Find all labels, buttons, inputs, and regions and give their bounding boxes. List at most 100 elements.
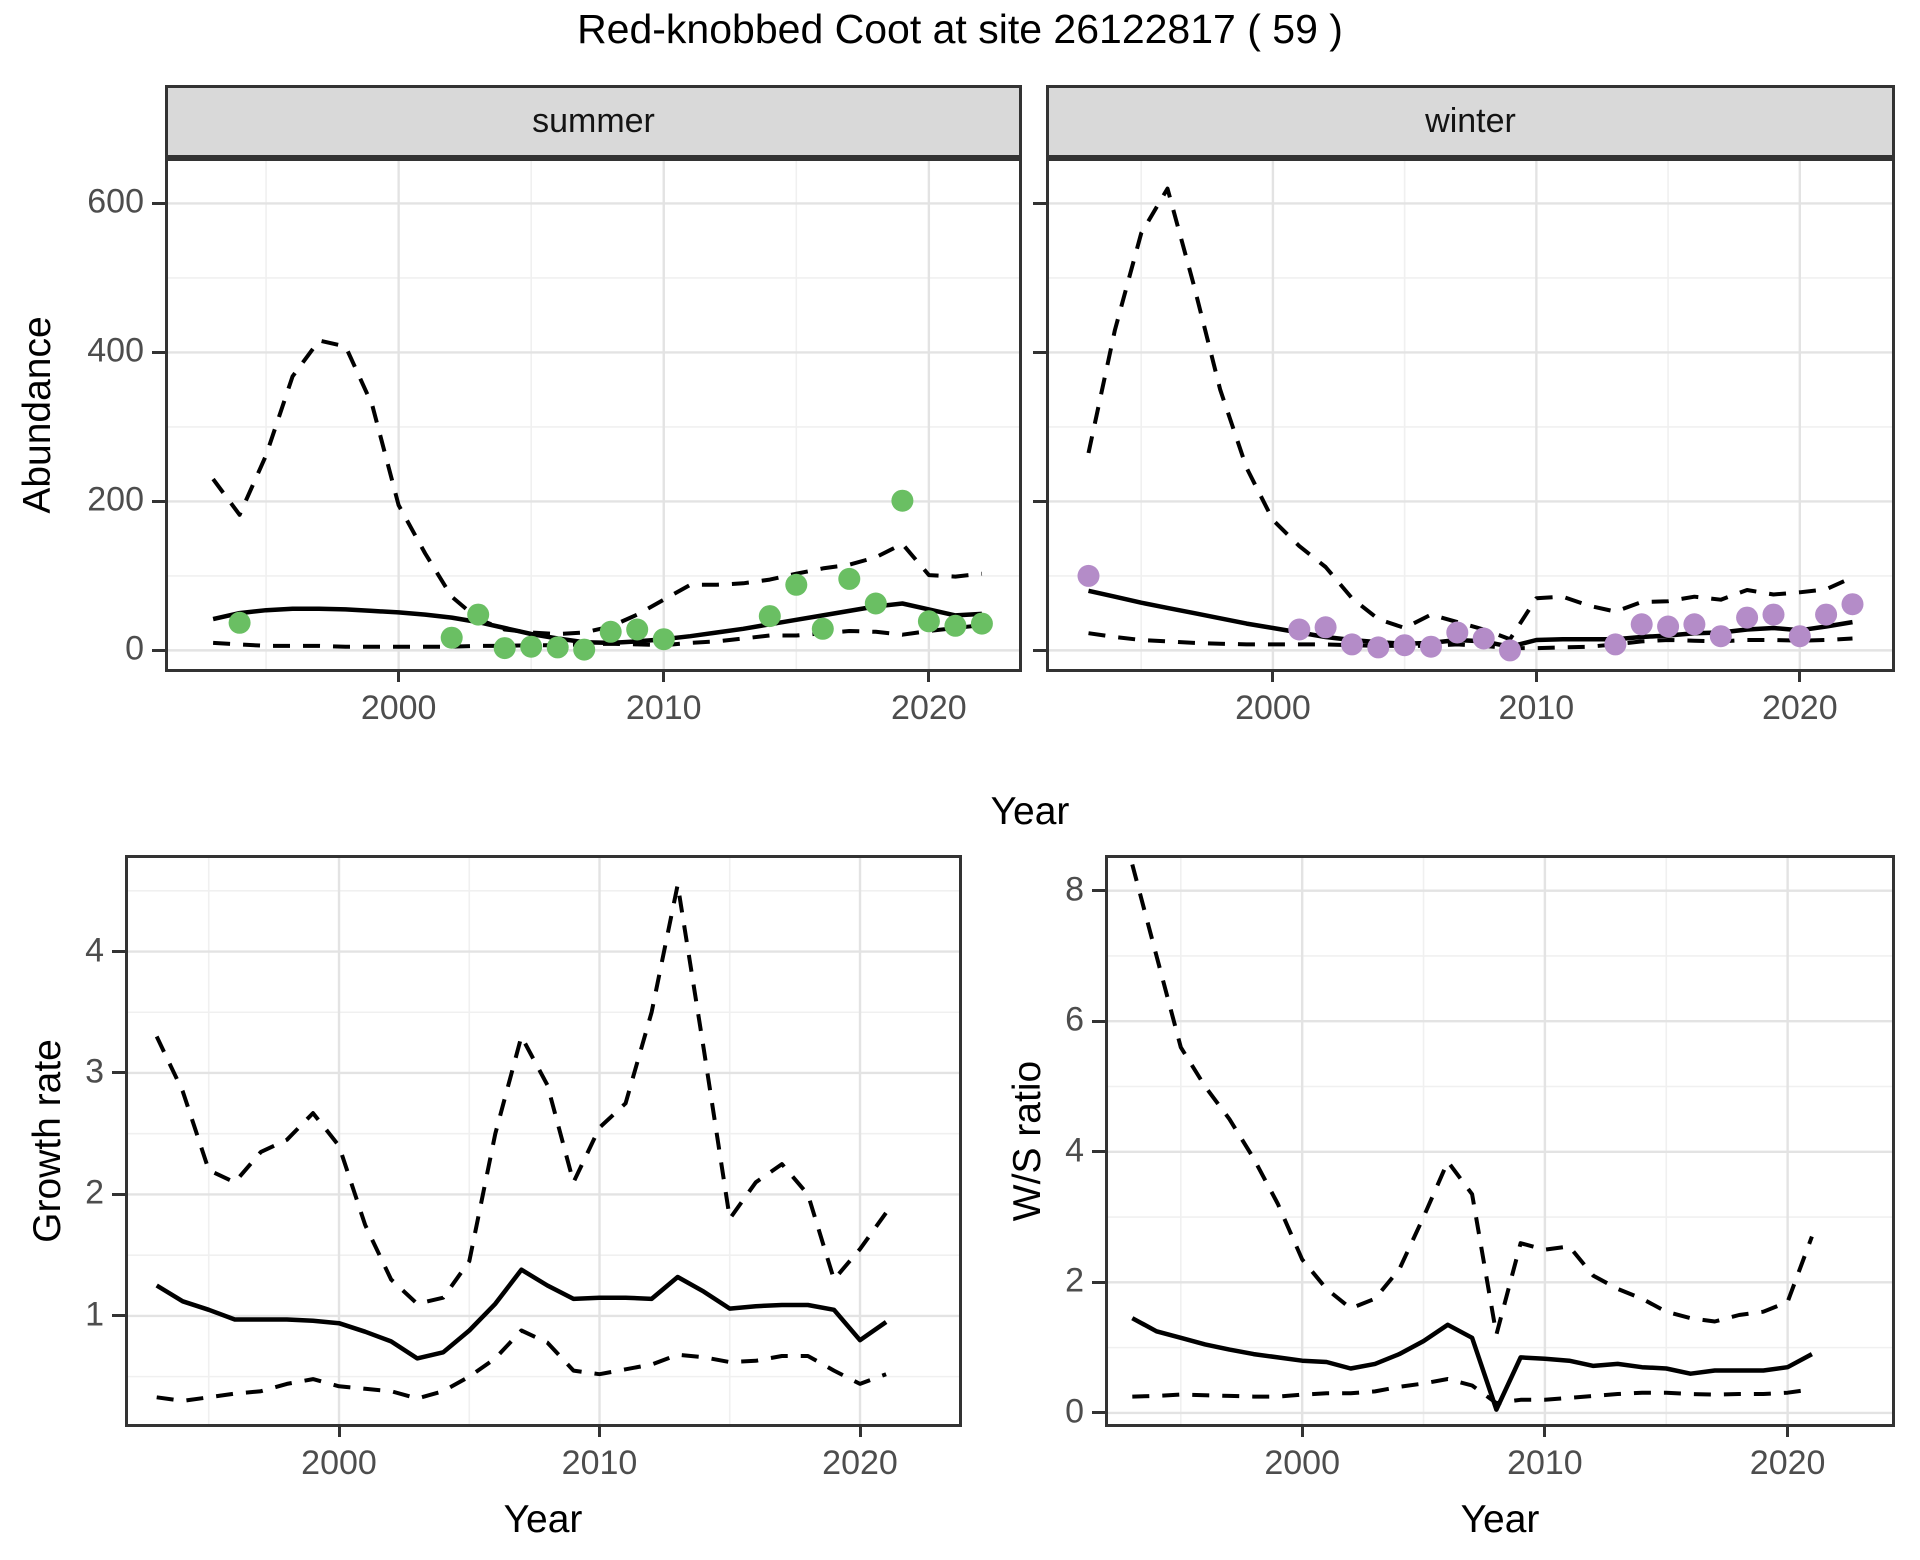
x-tick-mark xyxy=(858,1424,862,1437)
x-tick-label: 2020 xyxy=(1761,689,1838,727)
x-tick-label: 2020 xyxy=(891,689,967,727)
chart-growth-rate xyxy=(128,858,959,1424)
ws-ratio-upper95-line xyxy=(1130,863,1814,1337)
growth-rate-lower95-line xyxy=(156,1328,887,1403)
facet-strip-winter-label: winter xyxy=(1425,102,1516,140)
abundance-summer-point xyxy=(440,626,463,649)
plot-title: Red-knobbed Coot at site 26122817 ( 59 ) xyxy=(577,6,1343,52)
x-tick-label: 2010 xyxy=(1498,689,1575,727)
y-tick-label: 600 xyxy=(87,183,144,222)
abundance-summer-point xyxy=(228,611,251,634)
y-tick-mark xyxy=(1033,350,1046,354)
abundance-summer-point xyxy=(838,567,861,590)
x-tick-mark xyxy=(397,669,401,682)
abundance-summer-point xyxy=(467,603,490,626)
abundance-summer-point xyxy=(652,628,675,651)
y-tick-label: 2 xyxy=(1065,1262,1084,1301)
abundance-winter-point xyxy=(1604,633,1627,656)
abundance-winter-point xyxy=(1288,618,1311,641)
y-tick-label: 0 xyxy=(1065,1392,1084,1431)
x-tick-mark xyxy=(1534,669,1538,682)
abundance-summer-point xyxy=(864,592,887,615)
x-tick-mark xyxy=(1786,1424,1790,1437)
panel-abundance-winter: 2000 2010 2020 xyxy=(1033,158,1895,727)
y-tick-mark xyxy=(152,350,165,354)
abundance-summer-point xyxy=(493,637,516,660)
abundance-winter-point xyxy=(1683,613,1706,636)
x-tick-mark xyxy=(1300,1424,1304,1437)
y-tick-mark xyxy=(112,1071,125,1075)
y-tick-mark xyxy=(112,950,125,954)
x-tick-mark xyxy=(1271,669,1275,682)
y-tick-mark xyxy=(1033,648,1046,652)
chart-abundance-summer xyxy=(168,161,1019,669)
abundance-axis-title: Abundance xyxy=(16,316,59,514)
x-tick-mark xyxy=(337,1424,341,1437)
ws-ratio-lower95-line xyxy=(1132,1377,1813,1406)
abundance-winter-point xyxy=(1709,625,1732,648)
year-axis-title-top: Year xyxy=(990,790,1070,833)
abundance-winter-point xyxy=(1841,593,1864,616)
y-tick-label: 8 xyxy=(1065,870,1084,909)
abundance-winter-point xyxy=(1788,625,1811,648)
abundance-winter-point xyxy=(1077,564,1100,587)
x-tick-mark xyxy=(927,669,931,682)
abundance-winter-point xyxy=(1499,639,1521,662)
x-tick-label: 2010 xyxy=(625,689,702,727)
ws-ratio-axis-title: W/S ratio xyxy=(1006,1060,1049,1222)
abundance-winter-point xyxy=(1736,606,1759,629)
x-tick-label: 2020 xyxy=(822,1444,898,1482)
y-tick-mark xyxy=(152,648,165,652)
facet-strip-winter: winter xyxy=(1046,85,1895,158)
abundance-summer-point xyxy=(546,636,569,659)
abundance-summer-lower95-line xyxy=(212,623,983,649)
x-tick-mark xyxy=(1543,1424,1547,1437)
year-axis-title-growth: Year xyxy=(503,1498,583,1541)
abundance-summer-point xyxy=(785,573,808,596)
abundance-summer-point xyxy=(599,620,622,643)
y-tick-label: 3 xyxy=(85,1052,104,1091)
abundance-winter-point xyxy=(1420,635,1442,658)
abundance-summer-point xyxy=(573,638,596,661)
abundance-summer-point xyxy=(944,614,967,637)
y-tick-mark xyxy=(112,1192,125,1196)
y-tick-mark xyxy=(152,201,165,205)
y-tick-mark xyxy=(112,1314,125,1318)
abundance-winter-point xyxy=(1472,627,1495,650)
abundance-winter-point xyxy=(1393,634,1416,657)
abundance-winter-point xyxy=(1815,603,1838,626)
y-tick-label: 2 xyxy=(85,1174,104,1213)
chart-ws-ratio xyxy=(1108,858,1892,1424)
y-tick-mark xyxy=(1092,1150,1105,1154)
abundance-winter-upper95-line xyxy=(1086,186,1854,642)
y-tick-label: 0 xyxy=(125,630,144,669)
y-tick-label: 400 xyxy=(87,332,144,371)
facet-strip-summer-label: summer xyxy=(532,102,655,140)
x-tick-label: 2000 xyxy=(360,689,437,727)
x-tick-label: 2010 xyxy=(1507,1444,1583,1482)
abundance-summer-fit-line xyxy=(212,601,983,646)
y-tick-mark xyxy=(1092,889,1105,893)
panel-growth-rate: 2000 2010 2020 1 2 3 4 xyxy=(85,855,962,1482)
year-axis-title-ws: Year xyxy=(1460,1498,1540,1541)
abundance-summer-upper95-line xyxy=(211,338,983,636)
x-tick-label: 2020 xyxy=(1749,1444,1826,1482)
y-tick-label: 200 xyxy=(87,481,144,520)
abundance-summer-point xyxy=(970,612,993,635)
x-tick-mark xyxy=(662,669,666,682)
x-tick-mark xyxy=(1798,669,1802,682)
x-tick-mark xyxy=(598,1424,601,1437)
y-tick-mark xyxy=(1033,201,1046,205)
abundance-summer-point xyxy=(520,635,543,658)
growth-rate-fit-line xyxy=(155,1267,888,1361)
y-tick-mark xyxy=(1033,499,1046,503)
ws-ratio-fit-line xyxy=(1131,1316,1813,1412)
y-tick-mark xyxy=(1092,1280,1105,1284)
panel-abundance-summer: 2000 2010 2020 0 200 400 600 xyxy=(87,158,1022,727)
abundance-winter-point xyxy=(1367,636,1390,659)
abundance-winter-point xyxy=(1630,613,1653,636)
panel-ws-ratio: 2000 2010 2020 0 2 4 6 8 xyxy=(1065,855,1895,1482)
abundance-winter-point xyxy=(1314,616,1337,639)
x-tick-label: 2010 xyxy=(561,1444,638,1482)
abundance-winter-point xyxy=(1341,633,1363,656)
